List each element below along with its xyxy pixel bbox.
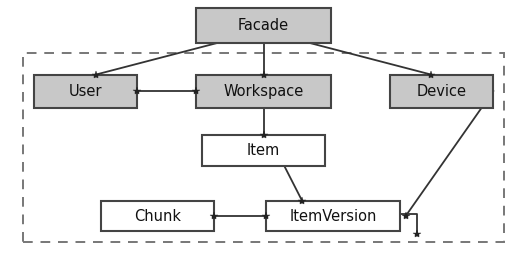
FancyBboxPatch shape xyxy=(390,75,493,108)
Text: Facade: Facade xyxy=(238,18,289,33)
Bar xyxy=(23,53,504,241)
Text: Device: Device xyxy=(417,84,467,99)
Text: Item: Item xyxy=(247,143,280,158)
FancyBboxPatch shape xyxy=(201,135,326,166)
Text: User: User xyxy=(69,84,102,99)
Text: Workspace: Workspace xyxy=(223,84,304,99)
FancyBboxPatch shape xyxy=(197,75,330,108)
FancyBboxPatch shape xyxy=(34,75,137,108)
Text: Chunk: Chunk xyxy=(134,209,181,224)
Text: ItemVersion: ItemVersion xyxy=(289,209,377,224)
FancyBboxPatch shape xyxy=(266,201,401,231)
FancyBboxPatch shape xyxy=(101,201,214,231)
FancyBboxPatch shape xyxy=(197,8,330,43)
